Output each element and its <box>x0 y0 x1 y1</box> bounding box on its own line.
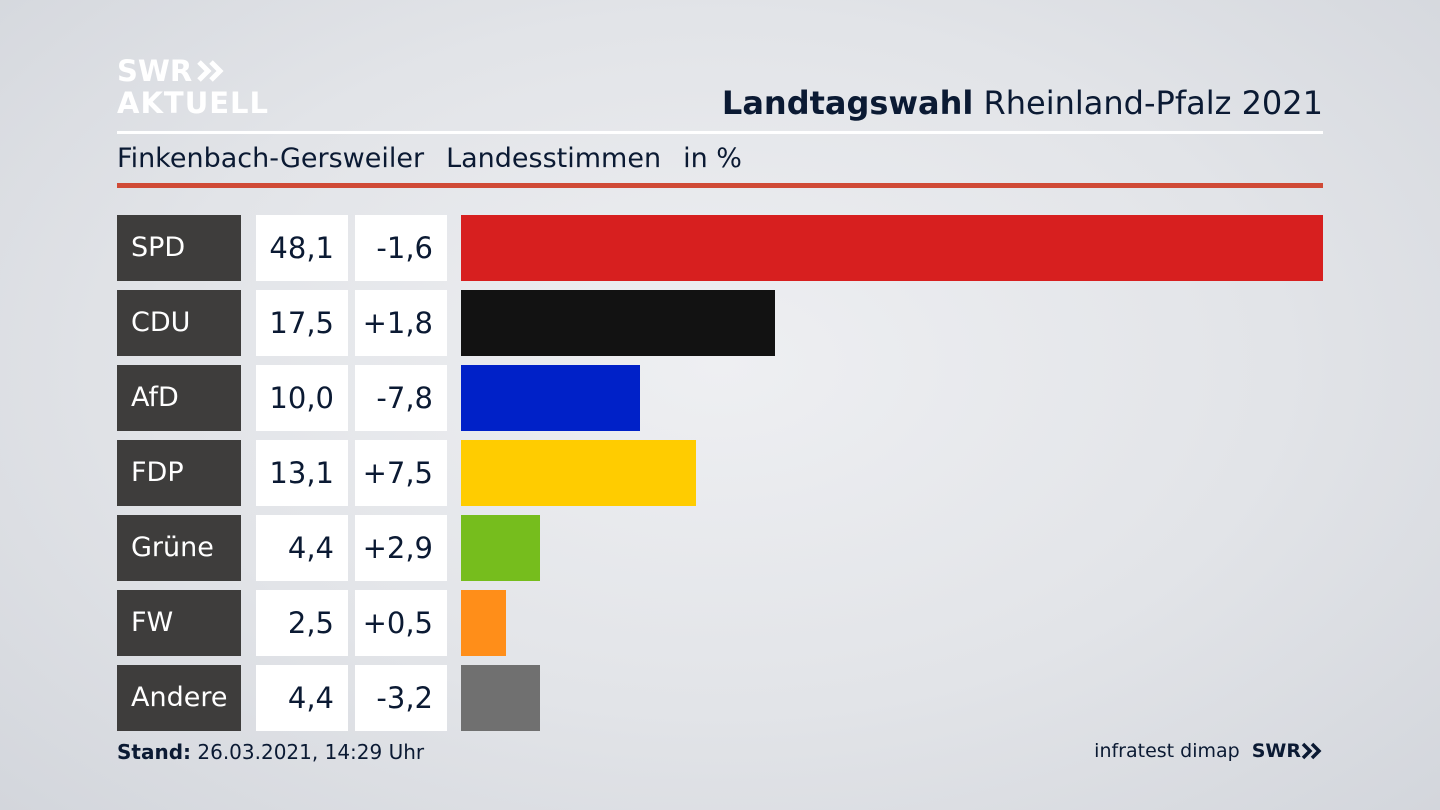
vote-change-value: +0,5 <box>355 590 447 656</box>
double-chevron-right-icon <box>197 60 224 82</box>
unit-label: in % <box>683 143 742 174</box>
party-label: CDU <box>117 290 241 356</box>
vote-change-value: -7,8 <box>355 365 447 431</box>
vote-share-value: 10,0 <box>256 365 348 431</box>
bar <box>461 290 775 356</box>
logo-line2: AKTUELL <box>117 86 270 120</box>
location-label: Finkenbach-Gersweiler <box>117 143 425 174</box>
party-label: FDP <box>117 440 241 506</box>
footer-credits: infratest dimap SWR <box>1094 740 1323 762</box>
party-label: Grüne <box>117 515 241 581</box>
title-rest: Rheinland-Pfalz 2021 <box>973 84 1323 122</box>
swr-aktuell-logo: SWR AKTUELL <box>117 55 269 119</box>
bar-row: SPD 48,1 -1,6 <box>117 215 1323 281</box>
footer-swr-logo: SWR <box>1252 740 1323 762</box>
bar <box>461 440 696 506</box>
vote-share-value: 48,1 <box>256 215 348 281</box>
party-label: SPD <box>117 215 241 281</box>
vote-change-value: +1,8 <box>355 290 447 356</box>
vote-change-value: -1,6 <box>355 215 447 281</box>
vote-change-value: +7,5 <box>355 440 447 506</box>
page-title: Landtagswahl Rheinland-Pfalz 2021 <box>722 84 1323 122</box>
logo-line1: SWR <box>117 54 193 88</box>
party-label: AfD <box>117 365 241 431</box>
bar-row: FDP 13,1 +7,5 <box>117 440 1323 506</box>
double-chevron-right-icon <box>1301 742 1322 760</box>
vote-change-value: -3,2 <box>355 665 447 731</box>
accent-divider <box>117 183 1323 188</box>
bar <box>461 365 640 431</box>
bar-row: Andere 4,4 -3,2 <box>117 665 1323 731</box>
vote-change-value: +2,9 <box>355 515 447 581</box>
bar <box>461 665 540 731</box>
bar <box>461 515 540 581</box>
bar-row: AfD 10,0 -7,8 <box>117 365 1323 431</box>
subheader: Finkenbach-Gersweiler Landesstimmen in % <box>117 143 742 174</box>
results-bar-chart: SPD 48,1 -1,6 CDU 17,5 +1,8 AfD 10,0 -7,8 FDP 13,1… <box>117 215 1323 732</box>
bar-row: CDU 17,5 +1,8 <box>117 290 1323 356</box>
stand-value: 26.03.2021, 14:29 Uhr <box>191 740 425 764</box>
stand-label: Stand: <box>117 740 192 764</box>
measure-label: Landesstimmen <box>446 143 662 174</box>
header-divider <box>117 131 1323 134</box>
bar <box>461 590 506 656</box>
bar-row: Grüne 4,4 +2,9 <box>117 515 1323 581</box>
vote-share-value: 2,5 <box>256 590 348 656</box>
bar <box>461 215 1323 281</box>
source-label: infratest dimap <box>1094 740 1240 762</box>
title-bold: Landtagswahl <box>721 84 974 122</box>
party-label: Andere <box>117 665 241 731</box>
party-label: FW <box>117 590 241 656</box>
footer-logo-text: SWR <box>1251 740 1301 762</box>
vote-share-value: 17,5 <box>256 290 348 356</box>
bar-row: FW 2,5 +0,5 <box>117 590 1323 656</box>
vote-share-value: 4,4 <box>256 665 348 731</box>
vote-share-value: 4,4 <box>256 515 348 581</box>
timestamp: Stand: 26.03.2021, 14:29 Uhr <box>117 740 424 764</box>
vote-share-value: 13,1 <box>256 440 348 506</box>
